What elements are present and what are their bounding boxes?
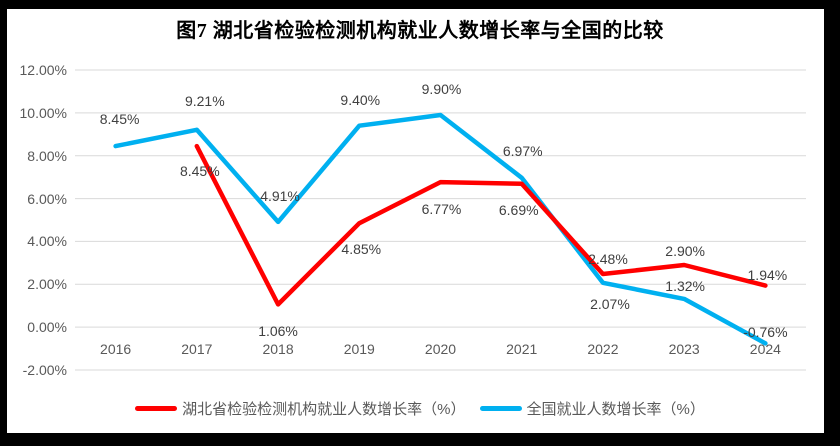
x-axis-tick-label: 2020 (424, 341, 457, 357)
legend-label-national: 全国就业人数增长率（%） (526, 401, 705, 418)
y-axis-tick-label: 12.00% (19, 62, 67, 78)
y-axis-tick-label: 8.00% (27, 147, 67, 164)
data-label-national-2021: 6.97% (502, 142, 543, 159)
legend-label-hubei: 湖北省检验检测机构就业人数增长率（%） (182, 401, 466, 418)
blue-line-swatch-icon (479, 406, 522, 411)
chart-plot-svg (75, 69, 806, 371)
series-line-hubei (194, 143, 768, 307)
x-axis-tick-label: 2019 (343, 341, 375, 357)
legend: 湖北省检验检测机构就业人数增长率（%） 全国就业人数增长率（%） (7, 398, 824, 419)
red-line-swatch-icon (135, 406, 178, 411)
y-axis-tick-label: -2.00% (22, 362, 67, 378)
series-line-national (113, 112, 768, 346)
data-label-national-2019: 9.40% (340, 91, 381, 108)
data-label-national-2023: 1.32% (665, 277, 705, 294)
chart-canvas: 图7 湖北省检验检测机构就业人数增长率与全国的比较 12.00% 10.00% 8.… (7, 9, 824, 433)
data-label-hubei-2019: 4.85% (341, 241, 382, 258)
y-axis-tick-label: 10.00% (19, 104, 67, 121)
data-label-national-2022: 2.07% (590, 295, 630, 312)
data-label-hubei-2021: 6.69% (498, 201, 539, 218)
chart-stage: 图7 湖北省检验检测机构就业人数增长率与全国的比较 12.00% 10.00% 8.… (7, 9, 824, 433)
chart-title: 图7 湖北省检验检测机构就业人数增长率与全国的比较 (176, 20, 664, 42)
legend-item-hubei: 湖北省检验检测机构就业人数增长率（%） (135, 398, 466, 419)
data-label-national-2018: 4.91% (260, 187, 300, 204)
y-axis-tick-label: 6.00% (27, 190, 67, 207)
y-axis-tick-label: 0.00% (27, 319, 67, 336)
data-label-national-2017: 9.21% (184, 92, 225, 109)
data-label-hubei-2018: 1.06% (258, 323, 298, 340)
data-label-national-2020: 9.90% (421, 81, 462, 97)
x-axis-tick-label: 2016 (100, 341, 132, 357)
x-axis-tick-label: 2017 (181, 341, 213, 357)
x-axis-tick-label: 2018 (262, 341, 294, 357)
data-label-hubei-2023: 2.90% (665, 243, 705, 259)
data-label-hubei-2022: 2.48% (588, 251, 628, 267)
data-label-hubei-2017: 8.45% (179, 163, 220, 180)
y-axis-tick-label: 4.00% (27, 233, 67, 250)
x-axis-tick-label: 2024 (749, 341, 781, 357)
data-label-national-2024: -0.76% (743, 324, 788, 341)
data-label-hubei-2024: 1.94% (747, 266, 788, 283)
data-label-national-2016: 8.45% (99, 111, 140, 128)
x-axis-tick-label: 2023 (668, 341, 700, 357)
x-axis-tick-label: 2021 (506, 341, 538, 357)
data-label-hubei-2020: 6.77% (421, 201, 462, 218)
x-axis-tick-label: 2022 (587, 341, 619, 357)
y-axis-tick-label: 2.00% (27, 276, 67, 293)
legend-item-national: 全国就业人数增长率（%） (479, 398, 705, 419)
